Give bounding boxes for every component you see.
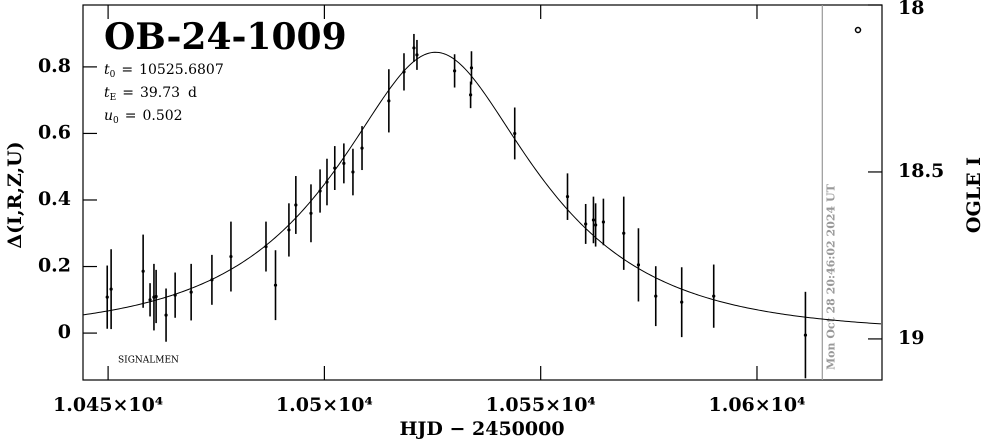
y-tick-label: 0.4 <box>38 188 71 210</box>
now-label: Mon Oct 28 20:46:02 2024 UT <box>824 183 837 370</box>
param-equals: = <box>125 108 137 124</box>
param-unit: d <box>188 85 197 101</box>
data-point <box>309 211 313 215</box>
data-point <box>154 294 158 299</box>
data-point <box>360 146 364 150</box>
data-point <box>622 231 626 235</box>
y2-tick-label: 19 <box>898 327 924 349</box>
data-point <box>469 93 473 97</box>
data-point <box>325 180 329 184</box>
param-equals: = <box>121 62 133 78</box>
data-point <box>210 278 214 282</box>
data-point <box>387 99 391 103</box>
data-point <box>591 218 596 222</box>
param-subscript: 0 <box>113 116 119 126</box>
data-point <box>601 220 606 224</box>
data-point <box>469 66 474 70</box>
data-point <box>654 294 658 298</box>
data-point <box>452 69 457 73</box>
x-tick-label: 1.05×10⁴ <box>276 394 373 416</box>
y-tick-label: 0.6 <box>38 121 71 143</box>
plot-frame <box>82 4 883 381</box>
param-symbol: u <box>104 108 113 124</box>
param: tE = 39.73 d <box>104 85 197 103</box>
data-point <box>415 53 419 57</box>
data-point <box>141 269 145 273</box>
param-value: 39.73 <box>140 85 180 101</box>
data-point <box>173 293 177 297</box>
param-value: 0.502 <box>143 108 183 124</box>
y2-tick-label: 18.5 <box>898 160 944 182</box>
data-point <box>412 46 416 50</box>
chart-title: OB-24-1009 <box>104 16 347 58</box>
param: t0 = 10525.6807 <box>104 62 224 80</box>
annotation: SIGNALMEN <box>118 356 179 366</box>
data-point <box>351 170 355 174</box>
data-point <box>189 290 193 294</box>
data-point <box>594 223 598 227</box>
data-point <box>164 313 168 317</box>
data-point <box>712 294 716 298</box>
param-subscript: 0 <box>110 70 116 80</box>
param-symbol: t <box>104 85 110 101</box>
data-point <box>148 298 152 302</box>
model-curve <box>82 51 882 325</box>
y2-axis-label: OGLE I <box>963 157 985 233</box>
x-tick-label: 1.06×10⁴ <box>708 394 805 416</box>
data-point <box>229 254 233 259</box>
data-point <box>294 203 298 207</box>
data-point <box>105 295 109 299</box>
data-point <box>636 263 641 267</box>
param-symbol: t <box>104 62 110 78</box>
data-point <box>273 283 278 287</box>
x-axis-label: HJD − 2450000 <box>399 418 564 440</box>
data-point <box>584 222 588 226</box>
data-point <box>287 228 291 232</box>
param-equals: = <box>122 85 134 101</box>
data-point <box>803 333 808 337</box>
marker-icon <box>854 26 862 34</box>
data-point <box>109 287 113 291</box>
y-axis-label: Δ(I,R,Z,U) <box>4 141 26 248</box>
y-tick-label: 0.2 <box>38 255 71 277</box>
data-point <box>318 189 322 193</box>
y2-tick-label: 18 <box>898 0 924 19</box>
param-subscript: E <box>110 93 117 103</box>
data-point <box>565 195 570 199</box>
data-point <box>333 166 337 170</box>
param: u0 = 0.502 <box>104 108 183 126</box>
y-tick-label: 0.8 <box>38 55 71 77</box>
param-value: 10525.6807 <box>139 62 224 78</box>
x-tick-label: 1.055×10⁴ <box>486 394 596 416</box>
data-point <box>342 161 346 165</box>
data-point <box>402 70 406 74</box>
y-tick-label: 0 <box>58 321 71 343</box>
data-point <box>264 244 268 249</box>
data-point <box>680 300 684 304</box>
data-point <box>513 131 517 136</box>
x-tick-label: 1.045×10⁴ <box>53 394 163 416</box>
